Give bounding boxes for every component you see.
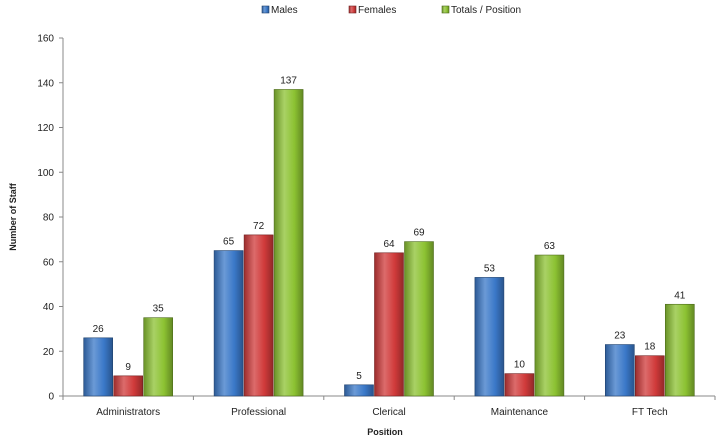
data-label-totals-position-maintenance: 63	[544, 241, 556, 252]
data-labels: 26 9 35 65 72 137 5 64 69 53 10 63 23 18 41	[93, 75, 686, 381]
category-label-maintenance: Maintenance	[491, 407, 549, 418]
data-label-males-administrators: 26	[93, 324, 105, 335]
legend-label-totals-position: Totals / Position	[451, 5, 521, 16]
x-axis-title: Position	[367, 427, 403, 437]
data-label-males-clerical: 5	[356, 371, 362, 382]
legend-label-females: Females	[358, 5, 396, 16]
data-label-males-ft-tech: 23	[614, 331, 626, 342]
legend-swatch-totals-position	[441, 5, 450, 14]
data-label-females-clerical: 64	[383, 239, 395, 250]
bar-totals-position-administrators	[143, 317, 173, 397]
y-axis: 0 20 40 60 80 100 120 140 160	[37, 34, 64, 403]
bar-males-administrators	[83, 337, 113, 397]
category-label-professional: Professional	[231, 407, 286, 418]
data-label-totals-position-clerical: 69	[413, 228, 425, 239]
data-label-totals-position-professional: 137	[280, 75, 297, 86]
bar-males-maintenance	[474, 277, 505, 397]
bar-totals-position-professional	[273, 89, 304, 397]
y-tick-label: 160	[37, 34, 54, 45]
y-tick-label: 100	[37, 168, 54, 179]
bar-males-professional	[213, 250, 244, 397]
y-tick-label: 40	[43, 302, 55, 313]
bar-females-maintenance	[504, 373, 535, 397]
legend: Males Females Totals / Position	[261, 5, 521, 16]
data-label-females-professional: 72	[253, 221, 265, 232]
y-tick-label: 0	[48, 392, 54, 403]
data-label-females-maintenance: 10	[514, 360, 526, 371]
category-label-clerical: Clerical	[372, 407, 405, 418]
legend-swatch-females	[348, 5, 357, 14]
bar-females-professional	[243, 234, 274, 397]
data-label-males-professional: 65	[223, 237, 235, 248]
legend-label-males: Males	[271, 5, 298, 16]
bar-females-administrators	[113, 375, 143, 397]
data-label-males-maintenance: 53	[484, 263, 496, 274]
bar-totals-position-clerical	[404, 241, 434, 397]
data-label-totals-position-administrators: 35	[153, 304, 165, 315]
y-tick-label: 60	[43, 257, 55, 268]
data-label-totals-position-ft-tech: 41	[674, 290, 686, 301]
category-label-ft-tech: FT Tech	[632, 407, 668, 418]
category-label-administrators: Administrators	[96, 407, 160, 418]
y-tick-label: 140	[37, 78, 54, 89]
y-tick-label: 80	[43, 213, 55, 224]
y-tick-label: 20	[43, 347, 55, 358]
y-tick-label: 120	[37, 123, 54, 134]
bar-totals-position-maintenance	[534, 254, 565, 397]
bar-males-clerical	[344, 384, 374, 397]
bar-males-ft-tech	[604, 344, 635, 397]
y-axis-title: Number of Staff	[8, 182, 18, 251]
data-label-females-administrators: 9	[125, 362, 131, 373]
bar-females-clerical	[374, 252, 404, 397]
x-axis: Administrators Professional Clerical Mainte…	[62, 395, 716, 418]
legend-swatch-males	[261, 5, 270, 14]
bar-females-ft-tech	[634, 355, 665, 397]
data-label-females-ft-tech: 18	[644, 342, 656, 353]
bar-totals-position-ft-tech	[664, 303, 695, 397]
bars	[83, 89, 695, 397]
